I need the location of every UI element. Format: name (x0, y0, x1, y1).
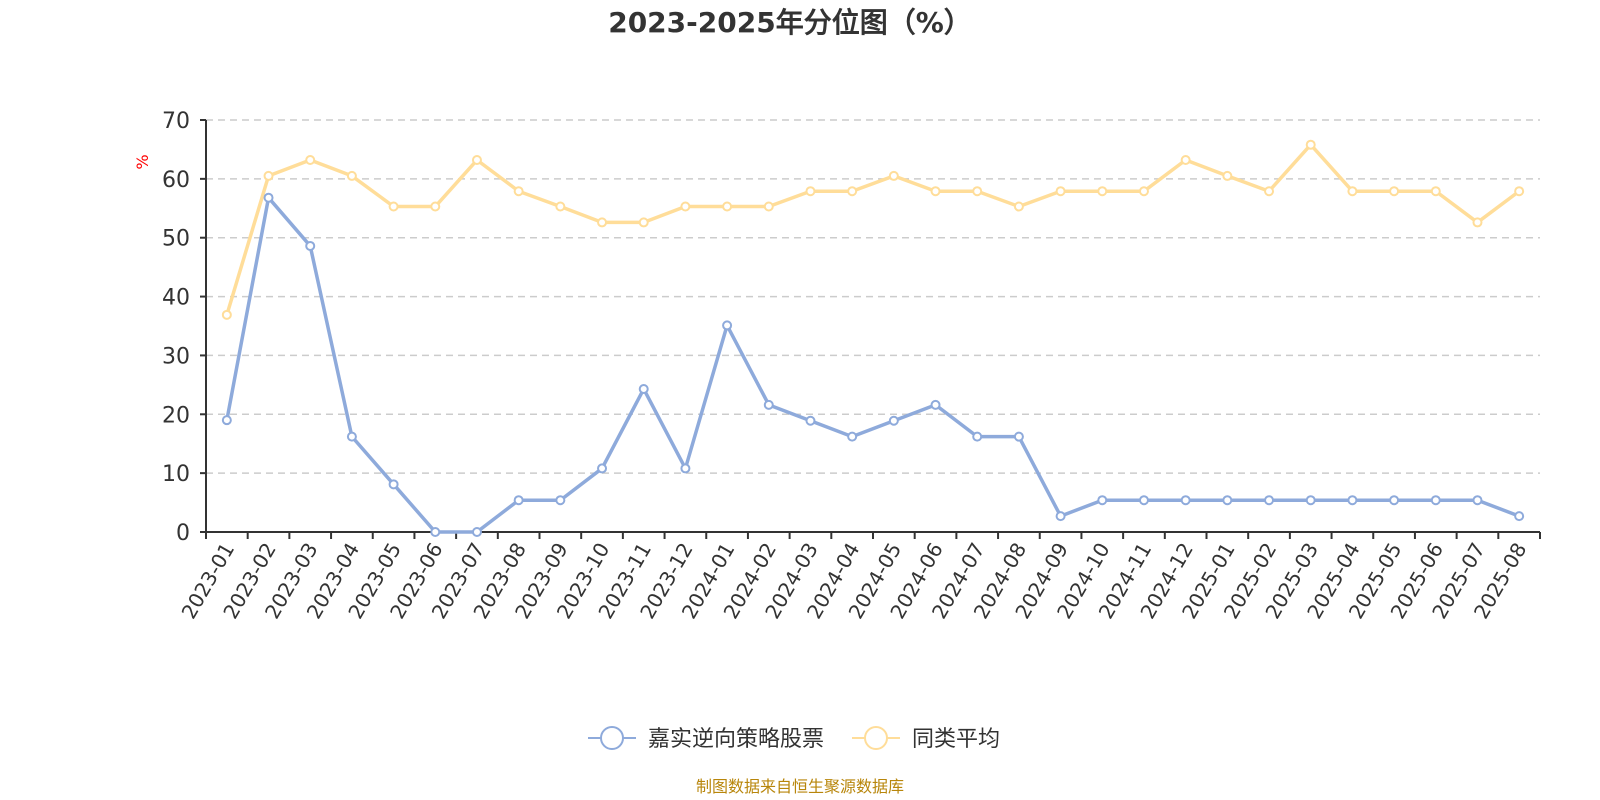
data-point[interactable] (263, 170, 274, 181)
legend-item-0[interactable]: 嘉实逆向策略股票 (588, 726, 824, 752)
data-point[interactable] (1138, 186, 1149, 197)
series-lines (221, 139, 1525, 537)
data-point[interactable] (1389, 186, 1400, 197)
y-tick-label: 30 (162, 344, 190, 369)
data-point[interactable] (471, 155, 482, 166)
y-tick-label: 0 (176, 521, 190, 546)
data-point[interactable] (1514, 186, 1525, 197)
data-point[interactable] (972, 186, 983, 197)
data-point[interactable] (888, 415, 899, 426)
data-point[interactable] (1472, 217, 1483, 228)
data-point[interactable] (597, 217, 608, 228)
legend-marker (864, 726, 888, 750)
data-point[interactable] (763, 201, 774, 212)
data-point[interactable] (805, 186, 816, 197)
legend-item-1[interactable]: 同类平均 (852, 726, 1000, 752)
data-point[interactable] (221, 309, 232, 320)
data-point[interactable] (1430, 186, 1441, 197)
data-point[interactable] (1097, 495, 1108, 506)
data-point[interactable] (1013, 431, 1024, 442)
legend-label: 嘉实逆向策略股票 (648, 727, 824, 752)
data-point[interactable] (1347, 186, 1358, 197)
data-source-note: 制图数据来自恒生聚源数据库 (696, 777, 904, 796)
data-point[interactable] (722, 320, 733, 331)
data-point[interactable] (972, 431, 983, 442)
series-1 (221, 139, 1525, 320)
data-point[interactable] (221, 415, 232, 426)
data-point[interactable] (763, 399, 774, 410)
grid-lines (206, 119, 1540, 474)
data-point[interactable] (1055, 186, 1066, 197)
series-0 (221, 192, 1525, 537)
data-point[interactable] (638, 383, 649, 394)
data-point[interactable] (1264, 186, 1275, 197)
data-point[interactable] (471, 527, 482, 537)
data-point[interactable] (430, 527, 441, 537)
data-point[interactable] (680, 463, 691, 474)
y-tick-label: 70 (162, 109, 190, 134)
data-point[interactable] (1514, 511, 1525, 522)
data-point[interactable] (638, 217, 649, 228)
y-tick-label: 20 (162, 403, 190, 428)
series-line (225, 195, 1520, 534)
data-point[interactable] (513, 495, 524, 506)
y-tick-label: 10 (162, 462, 190, 487)
data-point[interactable] (1222, 495, 1233, 506)
data-point[interactable] (1305, 495, 1316, 506)
data-point[interactable] (1472, 495, 1483, 506)
legend-label: 同类平均 (912, 727, 1000, 752)
data-point[interactable] (930, 186, 941, 197)
data-point[interactable] (847, 186, 858, 197)
data-point[interactable] (847, 431, 858, 442)
data-point[interactable] (513, 186, 524, 197)
data-point[interactable] (1264, 495, 1275, 506)
data-point[interactable] (722, 201, 733, 212)
data-point[interactable] (1389, 495, 1400, 506)
data-point[interactable] (1305, 139, 1316, 150)
series-line (225, 142, 1521, 316)
data-point[interactable] (1180, 495, 1191, 506)
data-point[interactable] (1013, 201, 1024, 212)
data-point[interactable] (346, 431, 357, 442)
data-point[interactable] (555, 495, 566, 506)
legend[interactable]: 嘉实逆向策略股票 同类平均 (588, 726, 1000, 752)
data-point[interactable] (388, 479, 399, 490)
data-point[interactable] (1097, 186, 1108, 197)
data-point[interactable] (430, 201, 441, 212)
data-point[interactable] (597, 463, 608, 474)
y-tick-label: 50 (162, 227, 190, 252)
data-point[interactable] (1055, 511, 1066, 522)
data-point[interactable] (1222, 170, 1233, 181)
data-point[interactable] (805, 415, 816, 426)
data-point[interactable] (680, 201, 691, 212)
data-point[interactable] (346, 170, 357, 181)
data-point[interactable] (388, 201, 399, 212)
y-tick-label: 60 (162, 168, 190, 193)
data-point[interactable] (1430, 495, 1441, 506)
data-point[interactable] (555, 201, 566, 212)
data-point[interactable] (1347, 495, 1358, 506)
y-axis-unit: % (133, 154, 152, 169)
data-point[interactable] (888, 170, 899, 181)
data-point[interactable] (930, 399, 941, 410)
data-point[interactable] (305, 240, 316, 251)
legend-marker (600, 726, 624, 750)
data-point[interactable] (1180, 155, 1191, 166)
data-point[interactable] (1138, 495, 1149, 506)
chart-title: 2023-2025年分位图（%） (608, 6, 972, 39)
y-tick-label: 40 (162, 286, 190, 311)
data-point[interactable] (263, 192, 274, 203)
data-point[interactable] (305, 155, 316, 166)
